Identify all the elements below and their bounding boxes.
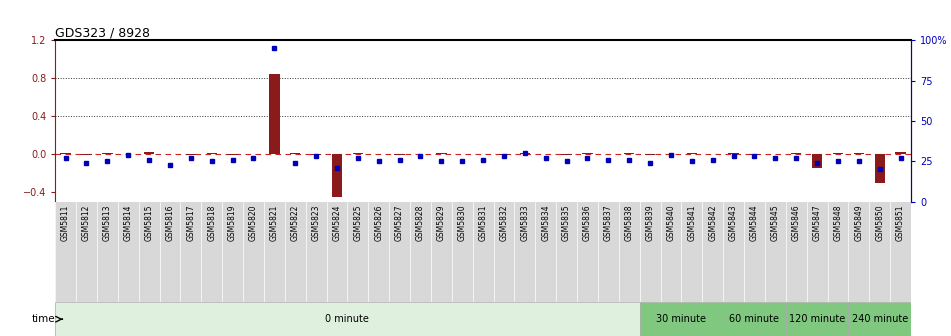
- Bar: [144, 152, 154, 154]
- Text: GSM5829: GSM5829: [437, 205, 446, 241]
- Bar: [728, 153, 739, 154]
- Text: GSM5827: GSM5827: [395, 205, 404, 241]
- Text: 120 minute: 120 minute: [789, 314, 845, 324]
- Text: 60 minute: 60 minute: [729, 314, 780, 324]
- Text: GSM5825: GSM5825: [354, 205, 362, 241]
- Bar: [875, 154, 885, 183]
- Text: GDS323 / 8928: GDS323 / 8928: [55, 26, 150, 39]
- Text: GSM5819: GSM5819: [228, 205, 237, 241]
- Text: GSM5851: GSM5851: [896, 205, 905, 241]
- Text: GSM5813: GSM5813: [103, 205, 112, 241]
- Text: GSM5841: GSM5841: [688, 205, 696, 241]
- Text: GSM5846: GSM5846: [792, 205, 801, 241]
- Text: GSM5848: GSM5848: [833, 205, 843, 241]
- Text: GSM5820: GSM5820: [249, 205, 258, 241]
- Bar: [332, 154, 342, 197]
- Bar: [269, 74, 280, 154]
- Text: GSM5835: GSM5835: [562, 205, 572, 241]
- Text: GSM5845: GSM5845: [771, 205, 780, 241]
- Text: 240 minute: 240 minute: [851, 314, 908, 324]
- Text: GSM5836: GSM5836: [583, 205, 592, 241]
- Bar: [786, 302, 848, 336]
- Text: GSM5842: GSM5842: [708, 205, 717, 241]
- Bar: [206, 153, 217, 154]
- Bar: [749, 154, 760, 155]
- Text: GSM5843: GSM5843: [729, 205, 738, 241]
- Bar: [791, 153, 802, 154]
- Bar: [353, 153, 363, 154]
- Text: GSM5821: GSM5821: [270, 205, 279, 241]
- Bar: [687, 153, 697, 154]
- Text: GSM5838: GSM5838: [625, 205, 633, 241]
- Text: GSM5834: GSM5834: [541, 205, 551, 241]
- Text: GSM5822: GSM5822: [291, 205, 300, 241]
- Bar: [102, 153, 112, 154]
- Text: GSM5847: GSM5847: [812, 205, 822, 241]
- Text: 30 minute: 30 minute: [656, 314, 707, 324]
- Bar: [582, 153, 592, 154]
- Text: GSM5818: GSM5818: [207, 205, 216, 241]
- Text: GSM5849: GSM5849: [854, 205, 864, 241]
- Bar: [833, 153, 844, 154]
- Text: GSM5830: GSM5830: [457, 205, 467, 241]
- Bar: [395, 154, 405, 155]
- Text: GSM5828: GSM5828: [416, 205, 425, 241]
- Text: 0 minute: 0 minute: [325, 314, 369, 324]
- Bar: [55, 302, 640, 336]
- Bar: [227, 154, 238, 155]
- Text: GSM5826: GSM5826: [375, 205, 383, 241]
- Bar: [561, 154, 572, 155]
- Text: GSM5816: GSM5816: [165, 205, 174, 241]
- Text: GSM5814: GSM5814: [124, 205, 133, 241]
- Bar: [185, 154, 196, 155]
- Text: GSM5839: GSM5839: [646, 205, 654, 241]
- Text: GSM5832: GSM5832: [499, 205, 509, 241]
- Bar: [311, 154, 321, 155]
- Text: GSM5811: GSM5811: [61, 205, 70, 241]
- Bar: [848, 302, 911, 336]
- Text: GSM5823: GSM5823: [312, 205, 320, 241]
- Bar: [60, 153, 70, 154]
- Bar: [723, 302, 786, 336]
- Bar: [854, 153, 864, 154]
- Bar: [624, 153, 634, 154]
- Bar: [896, 152, 906, 154]
- Text: GSM5844: GSM5844: [750, 205, 759, 241]
- Bar: [519, 153, 530, 154]
- Text: GSM5840: GSM5840: [667, 205, 675, 241]
- Bar: [812, 154, 823, 168]
- Bar: [645, 154, 655, 155]
- Text: GSM5837: GSM5837: [604, 205, 612, 241]
- Text: GSM5833: GSM5833: [520, 205, 530, 241]
- Text: GSM5831: GSM5831: [478, 205, 488, 241]
- Text: GSM5815: GSM5815: [145, 205, 154, 241]
- Bar: [498, 154, 509, 155]
- Bar: [290, 153, 301, 154]
- Text: GSM5850: GSM5850: [875, 205, 884, 241]
- Text: GSM5824: GSM5824: [333, 205, 341, 241]
- Bar: [81, 154, 91, 155]
- Text: GSM5817: GSM5817: [186, 205, 195, 241]
- Text: time: time: [31, 314, 55, 324]
- Text: GSM5812: GSM5812: [82, 205, 91, 241]
- Bar: [640, 302, 723, 336]
- Bar: [437, 153, 447, 154]
